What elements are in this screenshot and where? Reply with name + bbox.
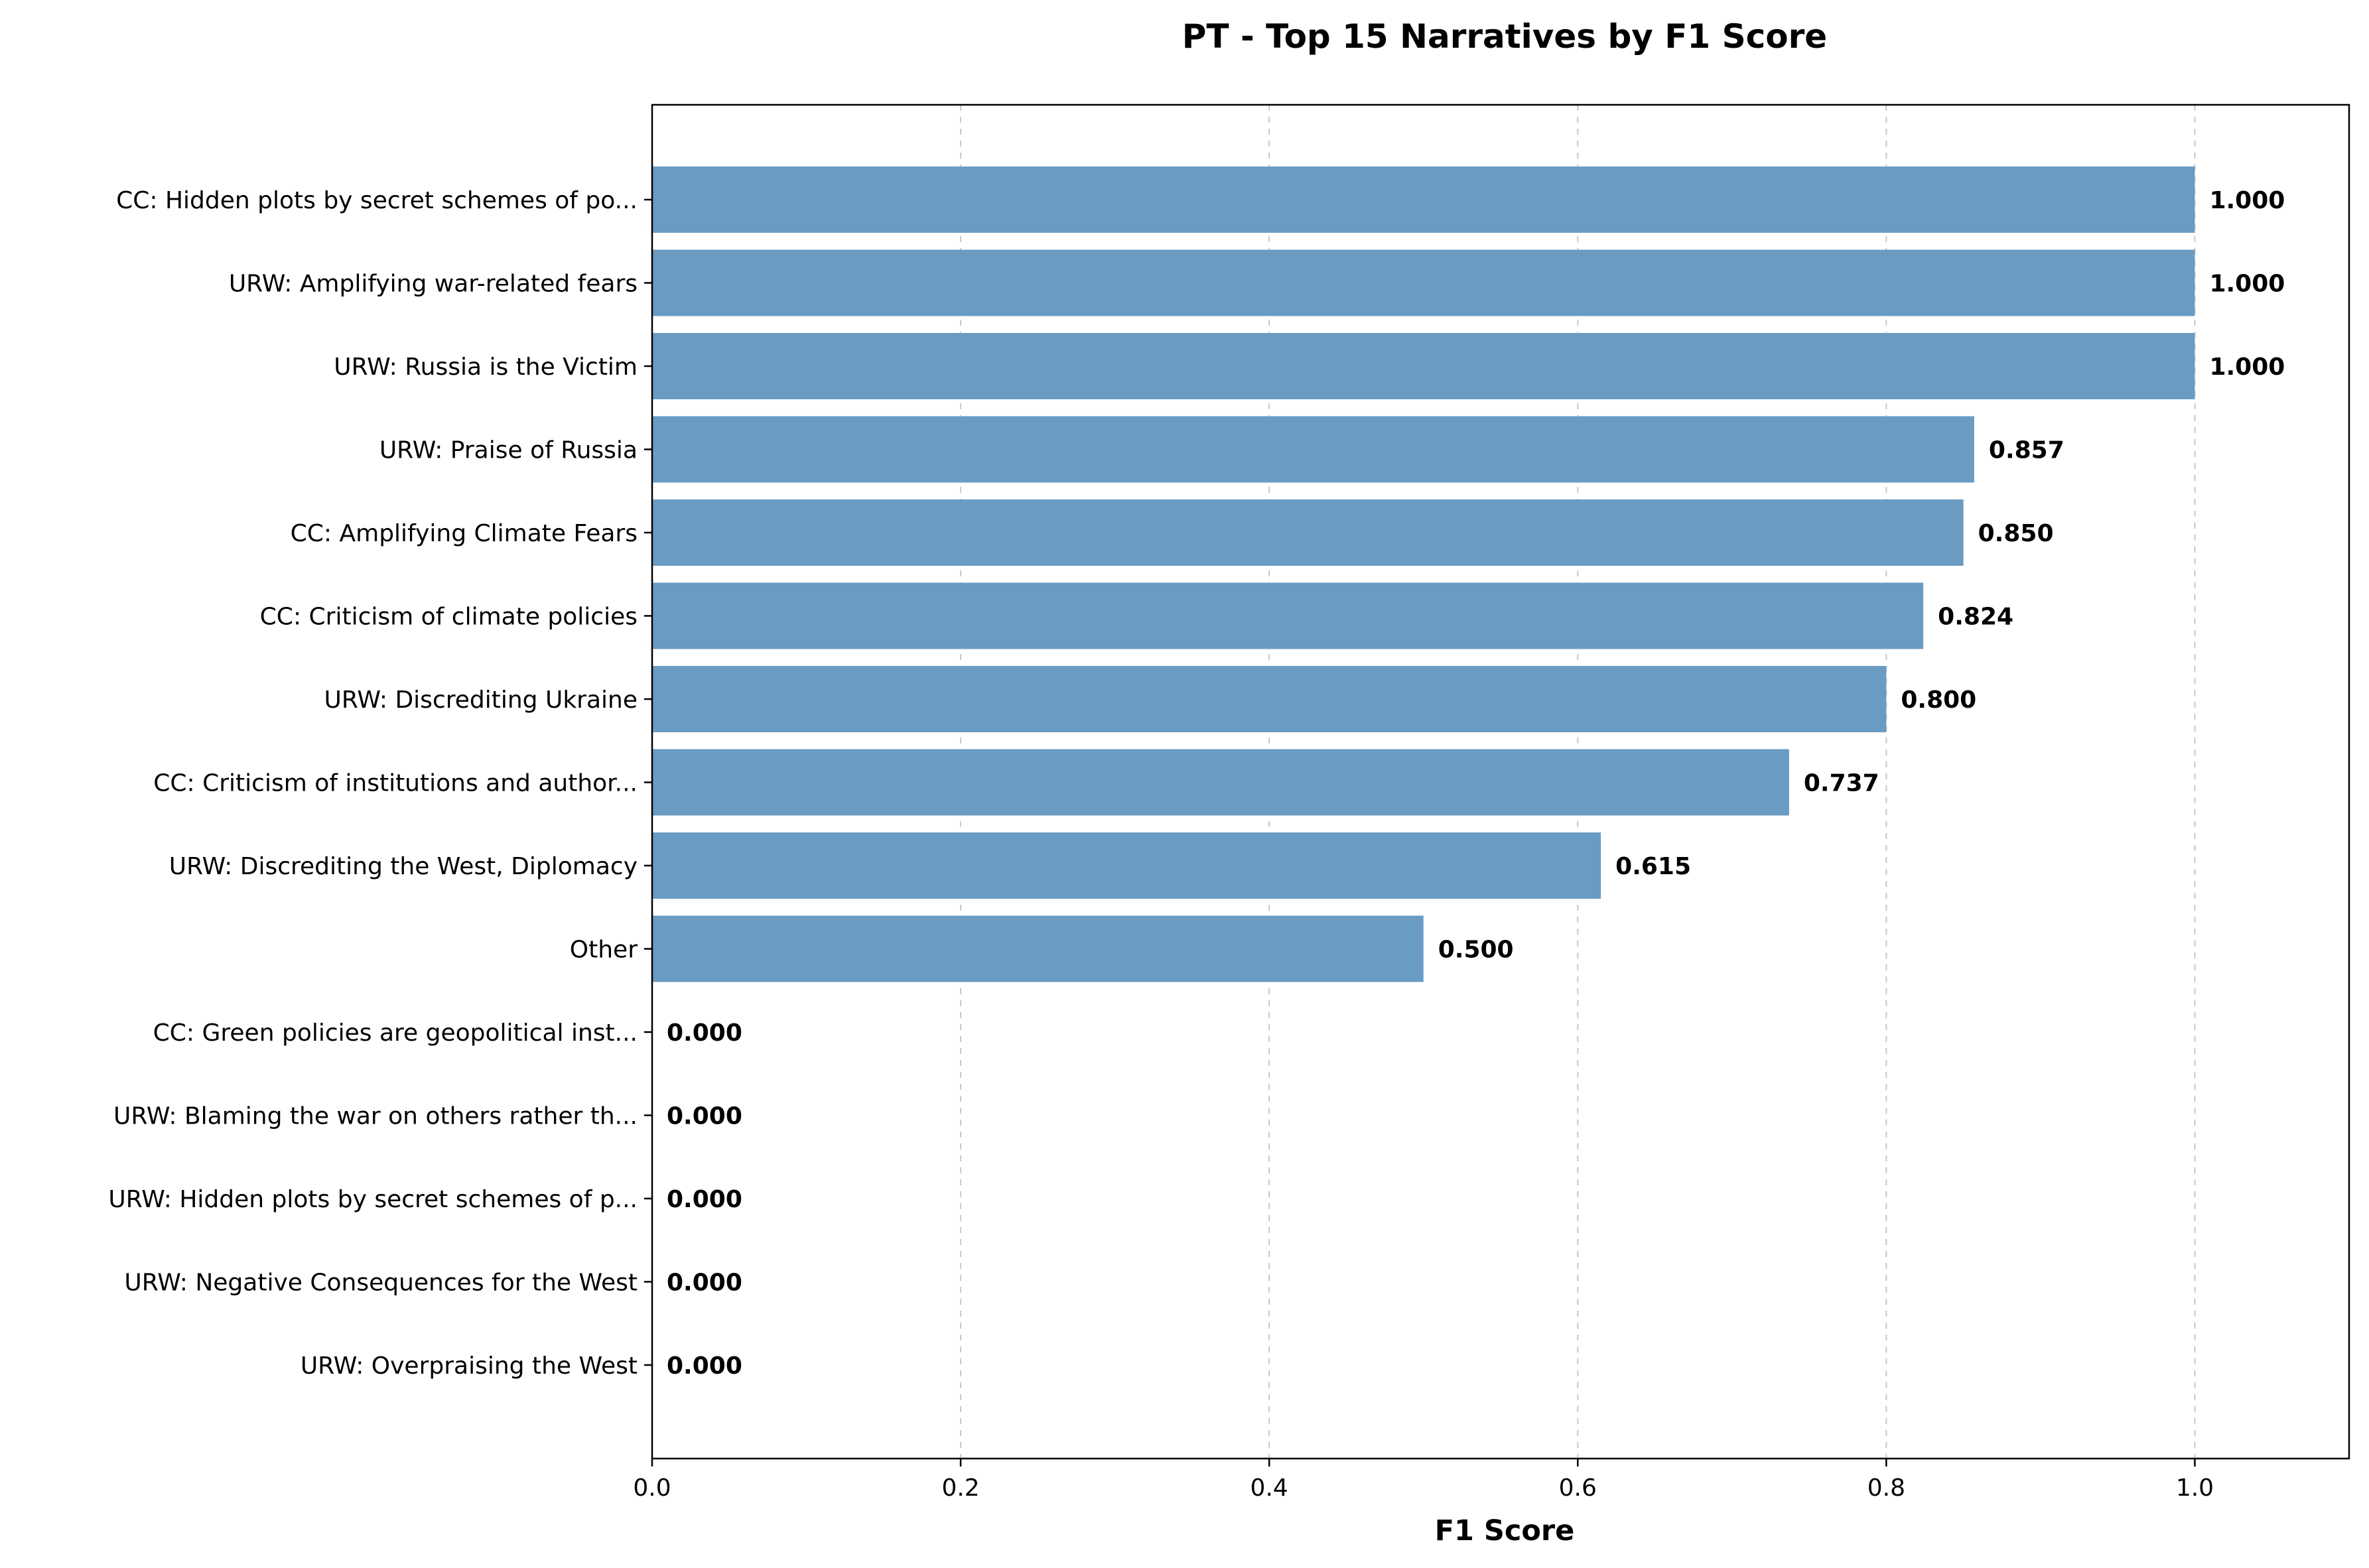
category-label: URW: Blaming the war on others rather th… xyxy=(113,1103,638,1130)
category-label: URW: Russia is the Victim xyxy=(334,354,638,381)
bar-value-label: 0.850 xyxy=(1978,520,2054,547)
category-label: CC: Hidden plots by secret schemes of po… xyxy=(116,187,638,214)
category-label: Other xyxy=(570,937,638,964)
bar xyxy=(652,249,2195,316)
category-label: URW: Overpraising the West xyxy=(301,1352,638,1380)
x-tick-label: 1.0 xyxy=(2176,1474,2214,1502)
bar-value-label: 0.000 xyxy=(667,1103,742,1130)
bar xyxy=(652,582,1924,649)
bar xyxy=(652,333,2195,399)
bar-value-label: 1.000 xyxy=(2209,271,2285,298)
bar xyxy=(652,832,1601,899)
bar-value-label: 0.857 xyxy=(1989,437,2064,464)
category-label: CC: Green policies are geopolitical inst… xyxy=(153,1019,638,1047)
x-tick-label: 0.8 xyxy=(1867,1474,1905,1502)
bar-value-label: 0.737 xyxy=(1804,770,1879,797)
bar xyxy=(652,166,2195,233)
x-tick-label: 0.0 xyxy=(633,1474,671,1502)
bar xyxy=(652,666,1887,732)
x-axis-ticks: 0.0 0.2 0.4 0.6 0.8 1.0 xyxy=(633,198,2214,1502)
bar-value-label: 1.000 xyxy=(2209,354,2285,381)
bar-value-label: 0.000 xyxy=(667,1352,742,1380)
x-tick-label: 0.2 xyxy=(941,1474,979,1502)
bar-value-label: 0.000 xyxy=(667,1270,742,1297)
bar xyxy=(652,499,1964,566)
bar-value-label: 0.000 xyxy=(667,1019,742,1047)
bar-value-label: 0.500 xyxy=(1438,937,1514,964)
category-label: URW: Hidden plots by secret schemes of p… xyxy=(108,1186,638,1213)
x-tick-label: 0.6 xyxy=(1559,1474,1597,1502)
bar xyxy=(652,749,1789,816)
category-label: URW: Discrediting Ukraine xyxy=(324,686,638,714)
category-label: URW: Amplifying war-related fears xyxy=(229,271,638,298)
bar xyxy=(652,416,1974,483)
x-axis-label: F1 Score xyxy=(1435,1514,1575,1547)
bar-value-label: 0.000 xyxy=(667,1186,742,1213)
bar-value-label: 0.615 xyxy=(1615,853,1691,880)
category-label: CC: Criticism of institutions and author… xyxy=(153,770,638,797)
bar xyxy=(652,915,1424,982)
category-labels: CC: Hidden plots by secret schemes of po… xyxy=(108,187,638,1380)
bar-value-label: 0.800 xyxy=(1901,686,1976,714)
chart-title: PT - Top 15 Narratives by F1 Score xyxy=(1182,17,1827,56)
category-label: CC: Criticism of climate policies xyxy=(260,604,638,631)
category-label: CC: Amplifying Climate Fears xyxy=(291,520,638,547)
bar-value-label: 1.000 xyxy=(2209,187,2285,214)
category-label: URW: Discrediting the West, Diplomacy xyxy=(169,853,638,880)
category-label: URW: Praise of Russia xyxy=(379,437,638,464)
bar-value-label: 0.824 xyxy=(1938,604,2013,631)
bars xyxy=(652,166,2195,982)
x-tick-label: 0.4 xyxy=(1251,1474,1288,1502)
category-label: URW: Negative Consequences for the West xyxy=(124,1270,638,1297)
plot-frame xyxy=(651,103,2350,1460)
value-labels: 1.000 1.000 1.000 0.857 0.850 0.824 0.800 0.737… xyxy=(667,187,2285,1380)
